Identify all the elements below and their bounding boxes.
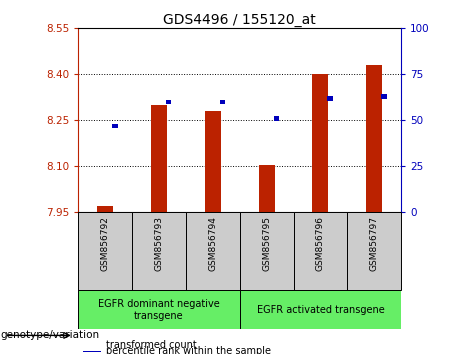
Text: percentile rank within the sample: percentile rank within the sample — [106, 346, 271, 354]
Text: EGFR activated transgene: EGFR activated transgene — [256, 305, 384, 315]
Text: GSM856792: GSM856792 — [101, 216, 110, 271]
Text: GSM856797: GSM856797 — [370, 216, 378, 271]
Bar — [151, 105, 167, 212]
Text: GSM856793: GSM856793 — [154, 216, 164, 271]
Bar — [240, 290, 401, 329]
Bar — [347, 212, 401, 290]
Bar — [220, 100, 225, 104]
Bar — [132, 212, 186, 290]
Bar — [186, 212, 240, 290]
Text: genotype/variation: genotype/variation — [0, 330, 99, 341]
Bar — [327, 96, 333, 101]
Bar — [313, 74, 328, 212]
Text: GSM856794: GSM856794 — [208, 216, 217, 271]
Bar — [366, 65, 382, 212]
Bar — [240, 212, 294, 290]
Text: transformed count: transformed count — [106, 340, 197, 350]
Bar — [166, 100, 171, 104]
Title: GDS4496 / 155120_at: GDS4496 / 155120_at — [163, 13, 316, 27]
Bar — [112, 124, 118, 128]
Bar — [259, 165, 275, 212]
Text: EGFR dominant negative
transgene: EGFR dominant negative transgene — [98, 299, 220, 321]
Text: GSM856796: GSM856796 — [316, 216, 325, 271]
Bar — [205, 111, 221, 212]
Bar — [381, 94, 386, 99]
Bar — [78, 290, 240, 329]
Bar — [78, 212, 132, 290]
Text: GSM856795: GSM856795 — [262, 216, 271, 271]
Bar — [97, 206, 113, 212]
Bar — [274, 116, 279, 121]
Bar — [83, 344, 101, 346]
Bar — [83, 351, 101, 352]
Bar — [294, 212, 347, 290]
